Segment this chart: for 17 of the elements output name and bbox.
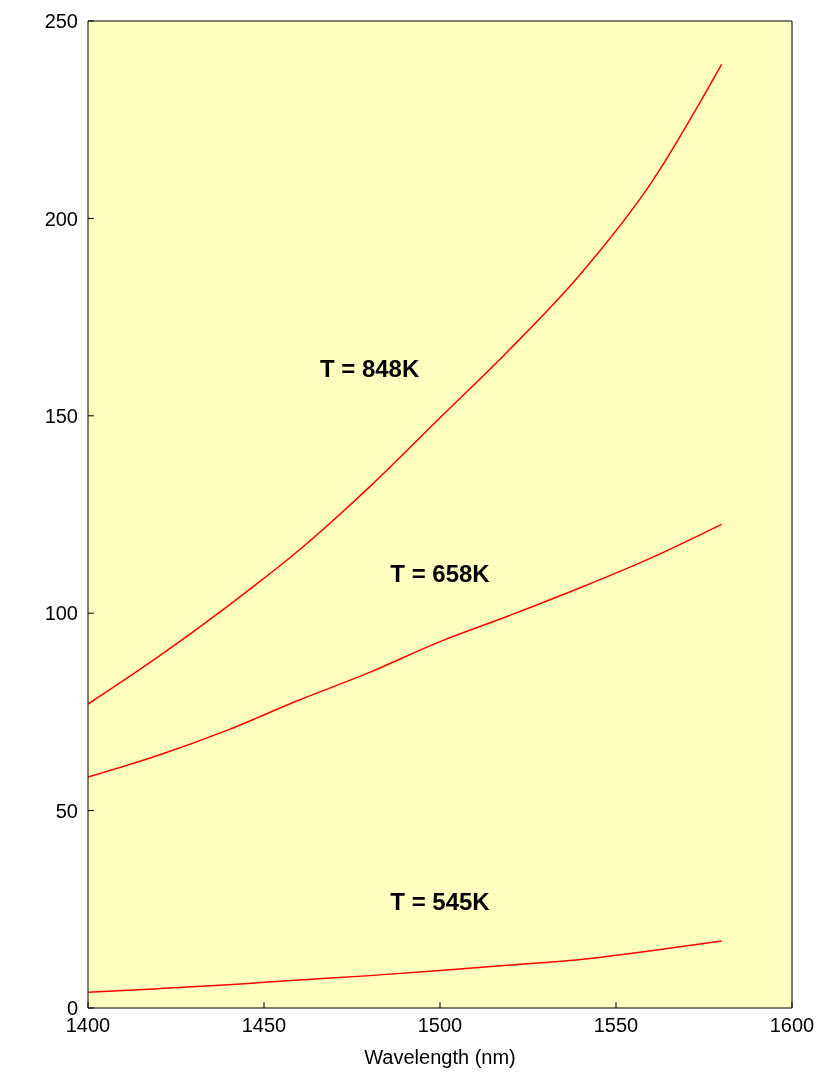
annotation: T = 848K: [319, 354, 420, 382]
x-tick-label: 1500: [417, 1014, 463, 1037]
annotation: T = 658K: [390, 559, 491, 587]
x-tick-label: 1550: [593, 1014, 639, 1037]
y-tick-label: 50: [55, 799, 78, 822]
y-tick-label: 200: [44, 207, 78, 230]
annotation: T = 545K: [390, 888, 491, 916]
line-series: [88, 63, 723, 705]
y-tick-label: 100: [44, 602, 78, 625]
line-series: [88, 940, 723, 993]
x-tick-label: 1400: [65, 1014, 111, 1037]
x-tick-label: 1600: [769, 1014, 815, 1037]
x-axis-title: Wavelength (nm): [364, 1046, 516, 1068]
x-tick-label: 1450: [241, 1014, 287, 1037]
y-tick-label: 150: [44, 404, 78, 427]
line-series: [88, 523, 723, 778]
y-tick-label: 250: [44, 10, 78, 33]
